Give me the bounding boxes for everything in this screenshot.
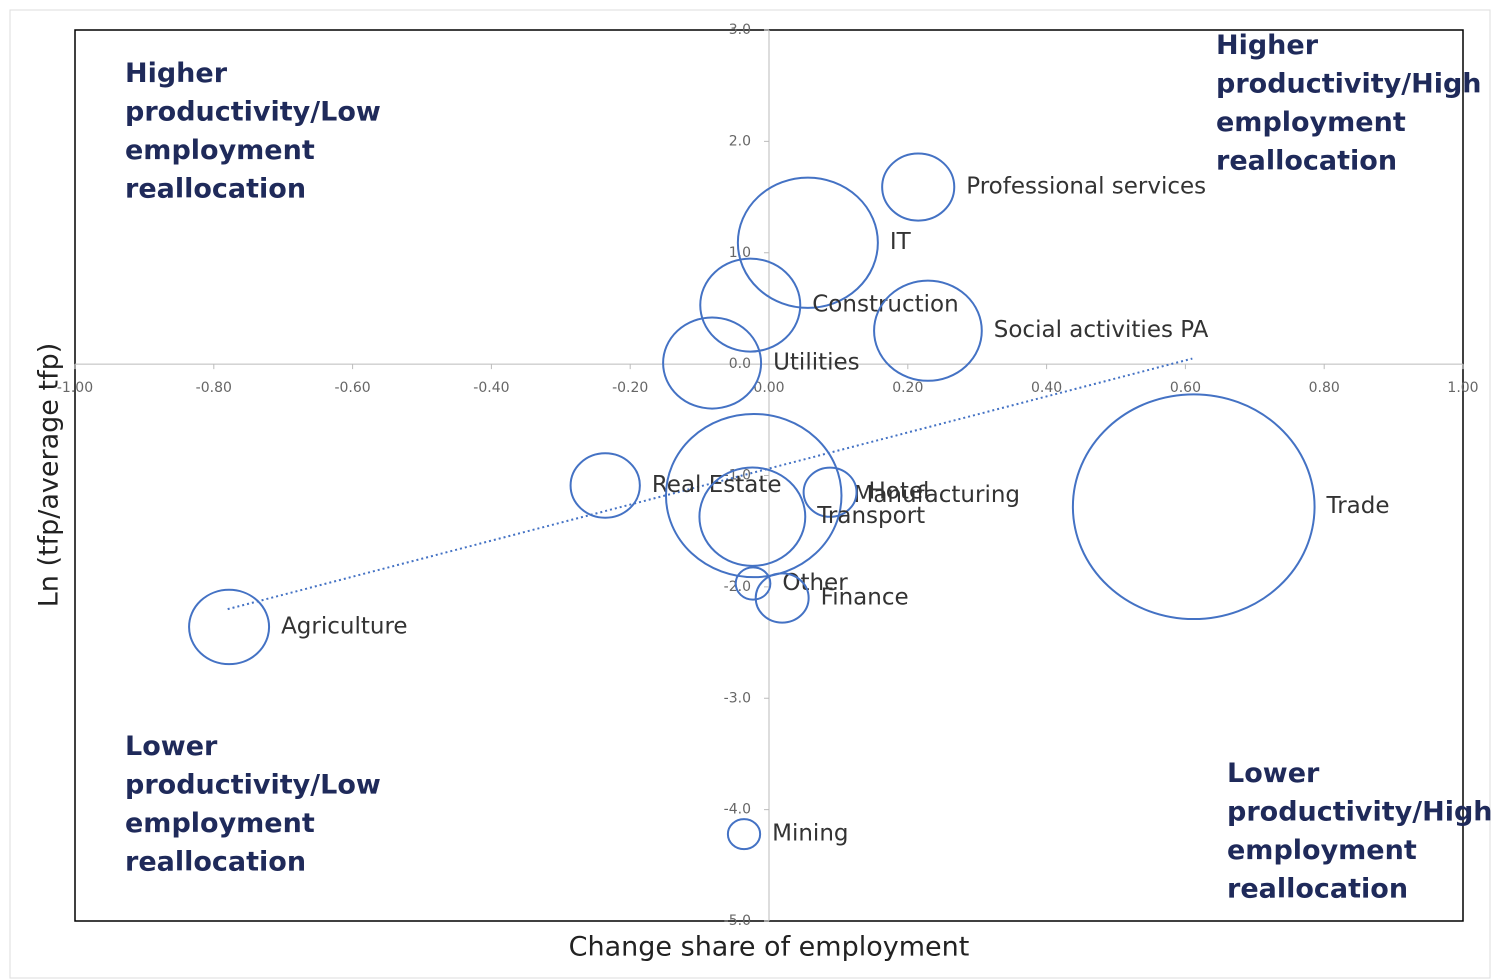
y-tick-label: -3.0 [724, 690, 751, 706]
x-tick-label: 0.40 [1031, 380, 1062, 396]
data-label: Real Estate [652, 472, 782, 498]
annotation-line: productivity/Low [125, 97, 381, 128]
x-tick-label: -0.20 [612, 380, 648, 396]
data-label: Construction [812, 292, 958, 318]
quadrant-annotation: Higher productivity/Low employment realloca… [125, 58, 381, 205]
annotation-line: reallocation [125, 847, 306, 878]
x-tick-label: -0.80 [196, 380, 232, 396]
bubble [802, 466, 858, 518]
bubble [726, 818, 762, 851]
annotation-line: Higher [125, 58, 228, 89]
annotation-line: employment [1216, 107, 1406, 138]
trendline [227, 357, 1193, 611]
bubble [736, 176, 879, 309]
x-tick-label: -0.60 [334, 380, 370, 396]
data-label: Manufacturing [853, 482, 1020, 508]
annotation-line: employment [125, 135, 315, 166]
quadrant-annotation: Higher productivity/High employment realloc… [1216, 30, 1482, 177]
bubble [873, 279, 983, 382]
annotation-line: Lower [1227, 758, 1320, 789]
bubble [754, 572, 810, 624]
y-axis-label: Ln (tfp/average tfp) [34, 343, 65, 607]
x-tick-label: 1.00 [1447, 380, 1478, 396]
annotation-line: reallocation [1227, 874, 1408, 905]
y-tick-label: 3.0 [729, 22, 751, 38]
annotation-line: productivity/High [1227, 797, 1492, 828]
x-tick-label: 0.80 [1309, 380, 1340, 396]
annotation-line: Lower [125, 731, 218, 762]
data-label: Transport [816, 503, 925, 529]
x-tick-label: 0.20 [892, 380, 923, 396]
x-tick-label: -1.00 [57, 380, 93, 396]
annotation-line: productivity/High [1216, 69, 1482, 100]
quadrant-annotation: Lower productivity/High employment realloca… [1227, 758, 1492, 905]
data-label: IT [890, 229, 912, 255]
bubble [881, 152, 956, 222]
annotation-line: reallocation [125, 174, 306, 205]
data-label: Finance [821, 585, 909, 611]
annotation-line: employment [1227, 835, 1417, 866]
bubble [698, 466, 807, 567]
y-tick-label: -5.0 [724, 913, 751, 929]
quadrant-annotation: Lower productivity/Low employment reallocat… [125, 731, 381, 878]
bubble [734, 566, 772, 601]
annotation-line: Higher [1216, 30, 1319, 61]
y-tick-label: 2.0 [729, 133, 751, 149]
bubble [188, 588, 271, 666]
y-tick-label: 1.0 [729, 245, 751, 261]
bubble [1071, 393, 1316, 621]
data-label: Mining [772, 821, 848, 847]
y-tick-label: 0.0 [729, 356, 751, 372]
annotation-line: productivity/Low [125, 770, 381, 801]
x-tick-label: 0.60 [1170, 380, 1201, 396]
bubble [664, 412, 843, 579]
data-label: Hotel [869, 479, 930, 505]
data-label: Agriculture [281, 613, 408, 639]
data-label: Trade [1326, 493, 1390, 519]
page-border [9, 9, 1491, 979]
x-tick-label: -0.40 [473, 380, 509, 396]
annotation-line: employment [125, 808, 315, 839]
bubble [662, 316, 763, 410]
data-label: Social activities PA [994, 317, 1209, 343]
bubble [699, 257, 802, 353]
x-axis-label: Change share of employment [569, 932, 970, 963]
annotation-line: reallocation [1216, 146, 1397, 177]
y-tick-label: -2.0 [724, 579, 751, 595]
data-label: Utilities [773, 350, 860, 376]
data-label: Other [782, 570, 848, 596]
y-tick-label: -4.0 [724, 802, 751, 818]
x-tick-label: 0.00 [753, 380, 784, 396]
data-label: Professional services [966, 174, 1206, 200]
bubble [569, 452, 641, 519]
